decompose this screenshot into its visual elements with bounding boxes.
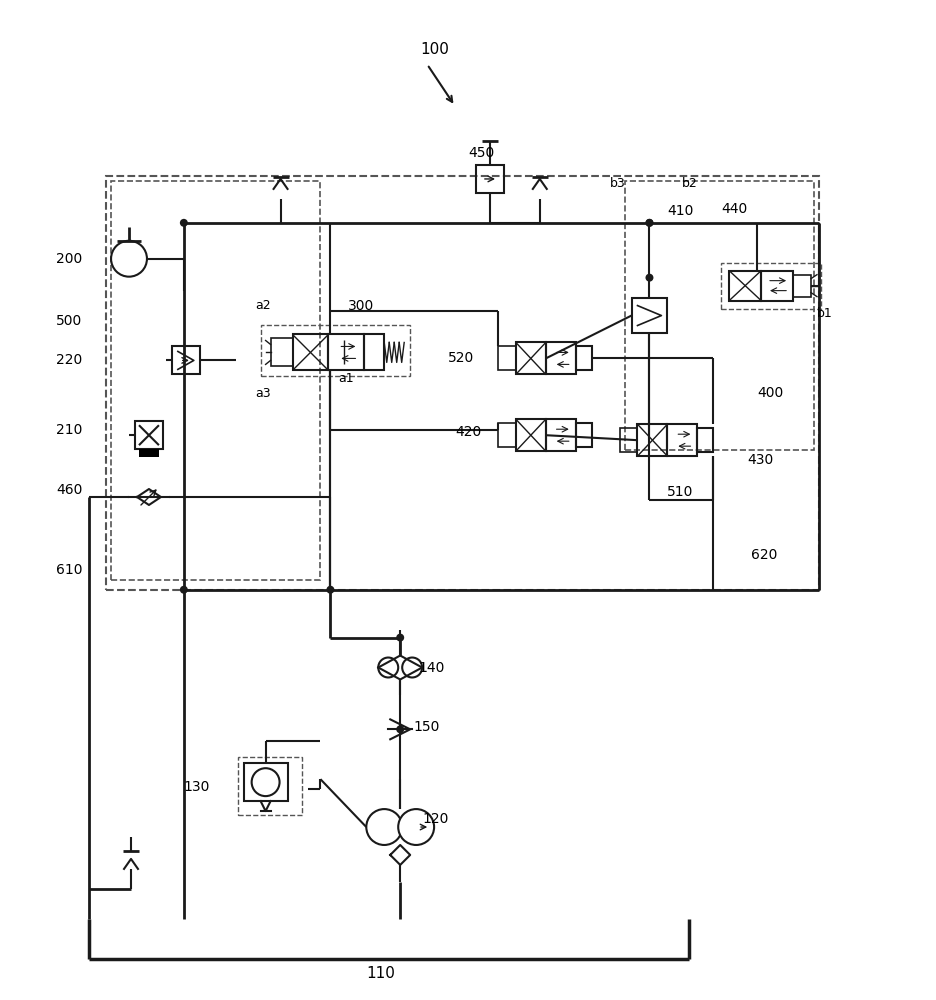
Bar (475, 165, 504, 193)
Bar (760, 271, 792, 301)
Bar (631, 298, 666, 333)
Circle shape (402, 658, 422, 677)
Text: 150: 150 (413, 720, 439, 734)
Text: b3: b3 (609, 177, 624, 190)
Text: 220: 220 (56, 353, 82, 367)
Circle shape (645, 219, 652, 227)
Circle shape (378, 658, 398, 677)
Text: a1: a1 (338, 372, 354, 385)
Bar (328, 334, 364, 370)
Bar (516, 342, 545, 374)
Bar (106, 176, 818, 590)
Text: 430: 430 (746, 453, 772, 467)
Text: 400: 400 (756, 386, 782, 400)
Bar (497, 346, 516, 370)
Circle shape (252, 768, 279, 796)
Circle shape (180, 219, 187, 227)
Bar (575, 346, 591, 370)
Bar (243, 763, 287, 801)
Bar (292, 334, 328, 370)
Text: 210: 210 (56, 423, 82, 437)
Text: a2: a2 (256, 299, 271, 312)
Circle shape (645, 274, 652, 282)
Bar (139, 449, 159, 457)
Text: 100: 100 (419, 42, 448, 57)
Bar (792, 275, 811, 297)
Bar (545, 419, 575, 451)
Bar (575, 423, 591, 447)
Text: 620: 620 (751, 548, 777, 562)
Circle shape (366, 809, 402, 845)
Bar (271, 338, 292, 366)
Bar (696, 428, 712, 452)
Text: 140: 140 (417, 661, 444, 675)
Text: 110: 110 (365, 966, 394, 981)
Text: 510: 510 (666, 485, 693, 499)
Text: 130: 130 (183, 780, 210, 794)
Text: 450: 450 (467, 146, 493, 160)
Text: a3: a3 (256, 387, 271, 400)
Circle shape (326, 586, 334, 594)
Text: 440: 440 (721, 202, 747, 216)
Bar (619, 428, 636, 452)
Text: 420: 420 (455, 425, 481, 439)
Bar (171, 346, 199, 374)
Bar (516, 419, 545, 451)
Bar (545, 342, 575, 374)
Bar (728, 271, 760, 301)
Text: b2: b2 (681, 177, 697, 190)
Bar (497, 423, 516, 447)
Bar (364, 334, 384, 370)
Bar (135, 421, 163, 449)
Bar (636, 424, 666, 456)
Bar (238, 757, 302, 815)
Circle shape (645, 219, 652, 227)
Bar (721, 263, 820, 309)
Text: 610: 610 (56, 563, 82, 577)
Text: b1: b1 (816, 307, 832, 320)
Text: 200: 200 (56, 252, 82, 266)
Circle shape (396, 634, 403, 642)
Bar (111, 181, 320, 580)
Circle shape (396, 725, 403, 733)
Text: 300: 300 (348, 299, 374, 313)
Text: 410: 410 (666, 204, 693, 218)
Circle shape (111, 241, 147, 277)
Circle shape (398, 809, 433, 845)
Bar (666, 424, 696, 456)
Text: 520: 520 (447, 351, 474, 365)
Bar (624, 181, 813, 450)
Bar (260, 325, 410, 376)
Text: 500: 500 (56, 314, 82, 328)
Circle shape (180, 586, 187, 594)
Text: 120: 120 (422, 812, 448, 826)
Text: 460: 460 (56, 483, 82, 497)
